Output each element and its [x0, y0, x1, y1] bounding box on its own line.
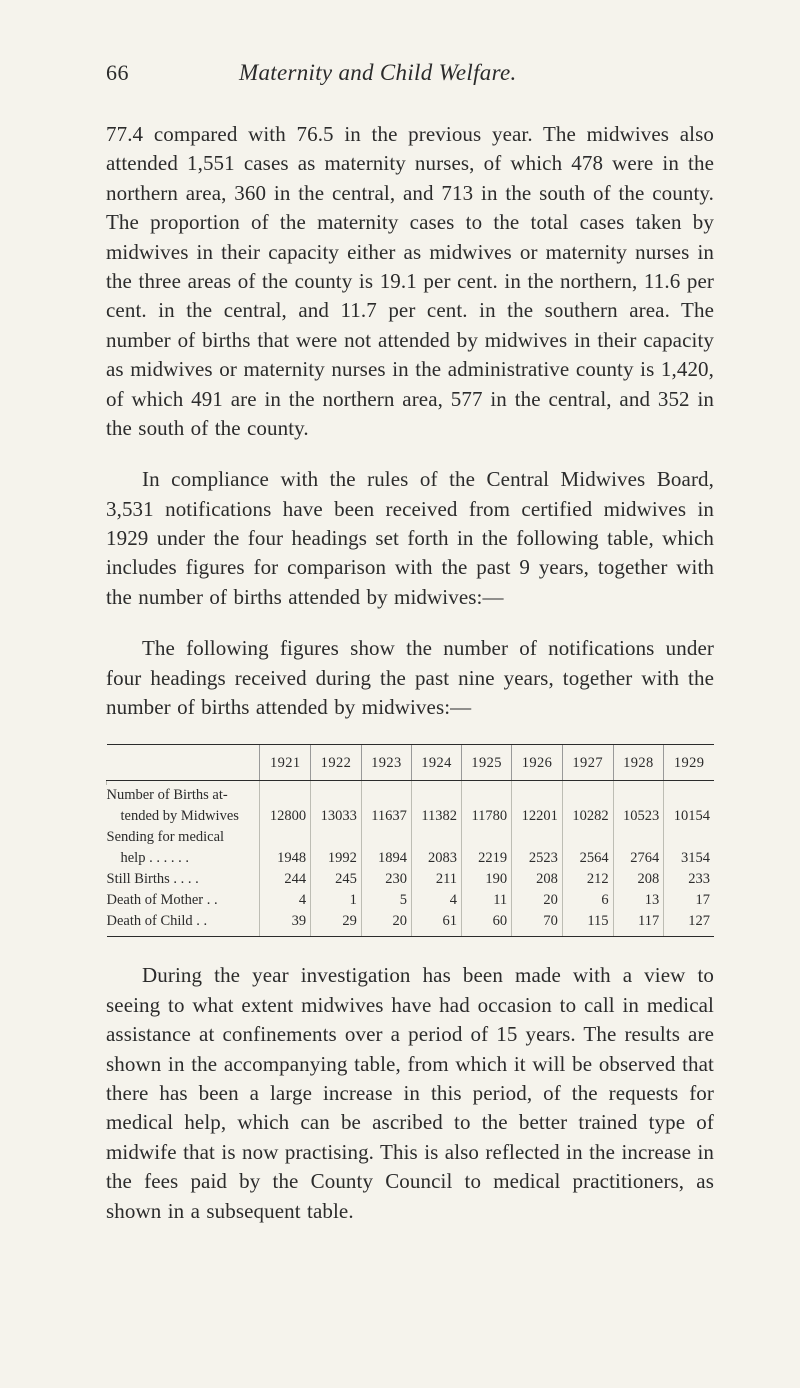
cell: 60	[462, 911, 512, 937]
cell: 190	[462, 869, 512, 890]
cell: 10154	[664, 806, 714, 827]
folio-number: 66	[106, 60, 129, 86]
cell: 13033	[311, 806, 362, 827]
cell: 39	[260, 911, 311, 937]
cell: 2219	[462, 848, 512, 869]
table-row: help . . . . . . 1948 1992 1894 2083 221…	[107, 848, 715, 869]
table-row: Death of Child . . 39 29 20 61 60 70 115…	[107, 911, 715, 937]
row-label: Sending for medical	[107, 827, 260, 848]
cell: 11382	[411, 806, 461, 827]
row-label: Death of Child . .	[107, 911, 260, 937]
cell: 244	[260, 869, 311, 890]
cell: 208	[613, 869, 664, 890]
cell: 20	[361, 911, 411, 937]
row-label: tended by Midwives	[107, 806, 260, 827]
running-head-title: Maternity and Child Welfare.	[239, 60, 517, 86]
row-label: Death of Mother . .	[107, 890, 260, 911]
cell: 10523	[613, 806, 664, 827]
cell: 10282	[562, 806, 613, 827]
cell: 61	[411, 911, 461, 937]
cell: 20	[512, 890, 563, 911]
cell: 12201	[512, 806, 563, 827]
cell: 3154	[664, 848, 714, 869]
cell: 4	[411, 890, 461, 911]
col-year: 1928	[613, 745, 664, 781]
col-year: 1927	[562, 745, 613, 781]
cell: 115	[562, 911, 613, 937]
cell: 6	[562, 890, 613, 911]
row-label: help . . . . . .	[107, 848, 260, 869]
cell: 1	[311, 890, 362, 911]
col-year: 1922	[311, 745, 362, 781]
paragraph-3: The following figures show the number of…	[106, 634, 714, 722]
cell: 11	[462, 890, 512, 911]
cell: 2764	[613, 848, 664, 869]
cell: 70	[512, 911, 563, 937]
cell: 13	[613, 890, 664, 911]
col-year: 1923	[361, 745, 411, 781]
paragraph-4: During the year investigation has been m…	[106, 961, 714, 1226]
notifications-table: 1921 1922 1923 1924 1925 1926 1927 1928 …	[106, 744, 714, 937]
cell: 230	[361, 869, 411, 890]
page: 66 Maternity and Child Welfare. 77.4 com…	[0, 0, 800, 1388]
paragraph-2: In compliance with the rules of the Cent…	[106, 465, 714, 612]
cell: 1948	[260, 848, 311, 869]
cell: 233	[664, 869, 714, 890]
cell: 1992	[311, 848, 362, 869]
cell: 2083	[411, 848, 461, 869]
cell: 29	[311, 911, 362, 937]
table-row: Death of Mother . . 4 1 5 4 11 20 6 13 1…	[107, 890, 715, 911]
cell: 208	[512, 869, 563, 890]
cell: 127	[664, 911, 714, 937]
running-head: 66 Maternity and Child Welfare.	[106, 60, 714, 86]
cell: 11780	[462, 806, 512, 827]
cell: 211	[411, 869, 461, 890]
notifications-table-wrap: 1921 1922 1923 1924 1925 1926 1927 1928 …	[106, 744, 714, 937]
cell: 212	[562, 869, 613, 890]
col-year: 1925	[462, 745, 512, 781]
row-label: Number of Births at-	[107, 785, 260, 806]
col-year: 1929	[664, 745, 714, 781]
cell: 17	[664, 890, 714, 911]
cell: 12800	[260, 806, 311, 827]
table-header-row: 1921 1922 1923 1924 1925 1926 1927 1928 …	[107, 745, 715, 781]
row-label: Still Births . . . .	[107, 869, 260, 890]
cell: 117	[613, 911, 664, 937]
cell: 11637	[361, 806, 411, 827]
table-stub-head	[107, 745, 260, 781]
table-row: tended by Midwives 12800 13033 11637 113…	[107, 806, 715, 827]
table-row: Still Births . . . . 244 245 230 211 190…	[107, 869, 715, 890]
table-row: Sending for medical	[107, 827, 715, 848]
cell: 1894	[361, 848, 411, 869]
paragraph-1: 77.4 compared with 76.5 in the previous …	[106, 120, 714, 443]
table-row: Number of Births at-	[107, 785, 715, 806]
cell: 2564	[562, 848, 613, 869]
col-year: 1924	[411, 745, 461, 781]
cell: 2523	[512, 848, 563, 869]
col-year: 1926	[512, 745, 563, 781]
cell: 5	[361, 890, 411, 911]
cell: 245	[311, 869, 362, 890]
cell: 4	[260, 890, 311, 911]
col-year: 1921	[260, 745, 311, 781]
